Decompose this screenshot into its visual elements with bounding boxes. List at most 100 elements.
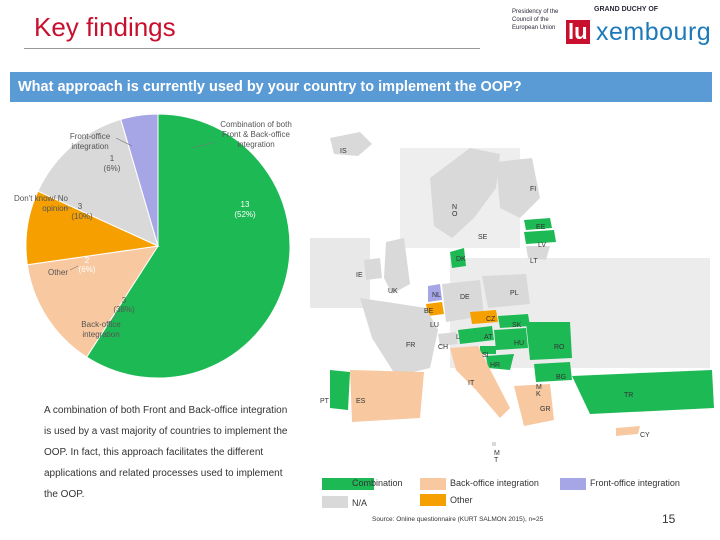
country-label-pt: PT	[320, 398, 329, 405]
country-ch	[438, 332, 458, 346]
country-fr	[360, 298, 438, 376]
country-label-at: AT	[484, 334, 493, 341]
country-cy	[616, 426, 640, 436]
legend-swatch-front-office	[560, 478, 586, 490]
logo-xembourg-text: xembourg	[596, 18, 712, 46]
country-label-nl: NL	[432, 292, 441, 299]
country-label-lv: LV	[538, 242, 547, 249]
leader-line-other	[69, 265, 79, 271]
country-cz	[470, 310, 498, 324]
country-it	[450, 346, 510, 418]
page-title: Key findings	[34, 12, 176, 42]
pie-slice-combination	[85, 113, 291, 379]
logo-presidency-text: Presidency of the Council of the Europea…	[512, 9, 559, 31]
pie-chart	[25, 113, 291, 379]
country-hu	[494, 328, 528, 350]
country-label-hu: HU	[514, 340, 525, 347]
country-uk	[384, 238, 410, 294]
country-be	[426, 302, 444, 316]
value-front-office: 1	[109, 154, 115, 163]
country-label-hr: HR	[490, 362, 501, 369]
map-bg-west	[310, 238, 370, 308]
country-es	[350, 370, 424, 422]
value-other: 2	[84, 256, 90, 265]
pct-back-office: (38%)	[113, 305, 135, 314]
country-label-no: N O	[452, 204, 458, 218]
country-label-li: L	[456, 334, 460, 341]
legend-swatch-back-office	[420, 478, 446, 490]
country-bg	[534, 362, 572, 382]
logo-grand-duchy-text: GRAND DUCHY OF	[594, 6, 659, 13]
country-hr	[486, 354, 514, 370]
country-label-uk: UK	[388, 288, 398, 295]
summary-text: A combination of both Front and Back-off…	[44, 405, 288, 500]
logo-lu-mark: lu	[566, 19, 590, 44]
country-label-si: SI	[482, 352, 489, 359]
country-label-dk: DK	[456, 256, 466, 263]
value-dont-know: 3	[77, 202, 83, 211]
country-label-pl: PL	[510, 290, 519, 297]
country-pl	[482, 274, 530, 308]
country-label-is: IS	[340, 148, 347, 155]
legend-label-back-office: Back-office integration	[450, 478, 539, 488]
country-label-fi: FI	[530, 186, 537, 193]
country-label-ie: IE	[356, 272, 363, 279]
legend-label-front-office: Front-office integration	[590, 478, 680, 488]
country-label-ro: RO	[554, 344, 565, 351]
source-note: Source: Online questionnaire (KURT SALMO…	[372, 516, 544, 523]
country-si	[480, 346, 496, 354]
label-back-office: Back-office integration	[81, 320, 121, 339]
question-banner: What approach is currently used by your …	[10, 72, 712, 102]
legend-label-na: N/A	[352, 498, 368, 508]
legend-swatch-combination	[322, 478, 374, 490]
country-label-tr: TR	[624, 392, 634, 399]
country-is	[330, 132, 372, 156]
country-label-gr: GR	[540, 406, 551, 413]
country-label-mk: M K	[536, 384, 542, 398]
country-de	[442, 280, 484, 322]
country-sk	[498, 314, 530, 328]
presidency-logo: Presidency of the Council of the Europea…	[512, 6, 712, 50]
label-front-office: Front-office integration	[69, 132, 111, 151]
country-label-de: DE	[460, 294, 470, 301]
country-label-es: ES	[356, 398, 366, 405]
legend-label-other: Other	[450, 495, 473, 505]
country-label-lu: LU	[430, 322, 439, 329]
label-combination: Combination of both Front & Back-office …	[220, 120, 292, 149]
country-gr	[514, 384, 554, 426]
country-dk	[450, 248, 466, 268]
country-label-ch: CH	[438, 344, 449, 351]
country-tr	[572, 370, 714, 414]
legend-label-combination: Combination	[352, 478, 403, 488]
country-label-be: BE	[424, 308, 434, 315]
country-no-se	[430, 148, 500, 238]
title-divider	[24, 48, 480, 49]
page-number: 15	[662, 512, 676, 526]
country-label-lt: LT	[530, 258, 538, 265]
country-ee	[524, 218, 552, 230]
label-dont-know: Don't know/ No opinion	[14, 194, 68, 213]
country-lt	[526, 246, 550, 260]
leader-line-front	[115, 137, 133, 147]
country-mt	[492, 442, 496, 446]
country-label-se: SE	[478, 234, 488, 241]
legend-swatch-other	[420, 494, 446, 506]
country-ro	[526, 322, 572, 360]
country-label-sk: SK	[512, 322, 522, 329]
country-lv	[524, 230, 556, 244]
value-back-office: 3	[121, 296, 127, 305]
pct-other: (6%)	[78, 265, 96, 274]
country-nl	[428, 284, 442, 302]
pct-dont-know: (10%)	[71, 212, 93, 221]
country-label-bg: BG	[556, 374, 567, 381]
pie-slice-dont-know	[37, 118, 159, 247]
europe-map	[310, 132, 714, 446]
country-ie	[364, 258, 382, 280]
pct-front-office: (6%)	[103, 164, 121, 173]
leader-line-back	[107, 313, 119, 325]
country-pt	[330, 370, 350, 410]
country-label-cy: CY	[640, 432, 650, 439]
leader-line-combination	[191, 141, 216, 149]
country-at	[458, 326, 494, 344]
country-label-mt: M T	[494, 450, 500, 464]
